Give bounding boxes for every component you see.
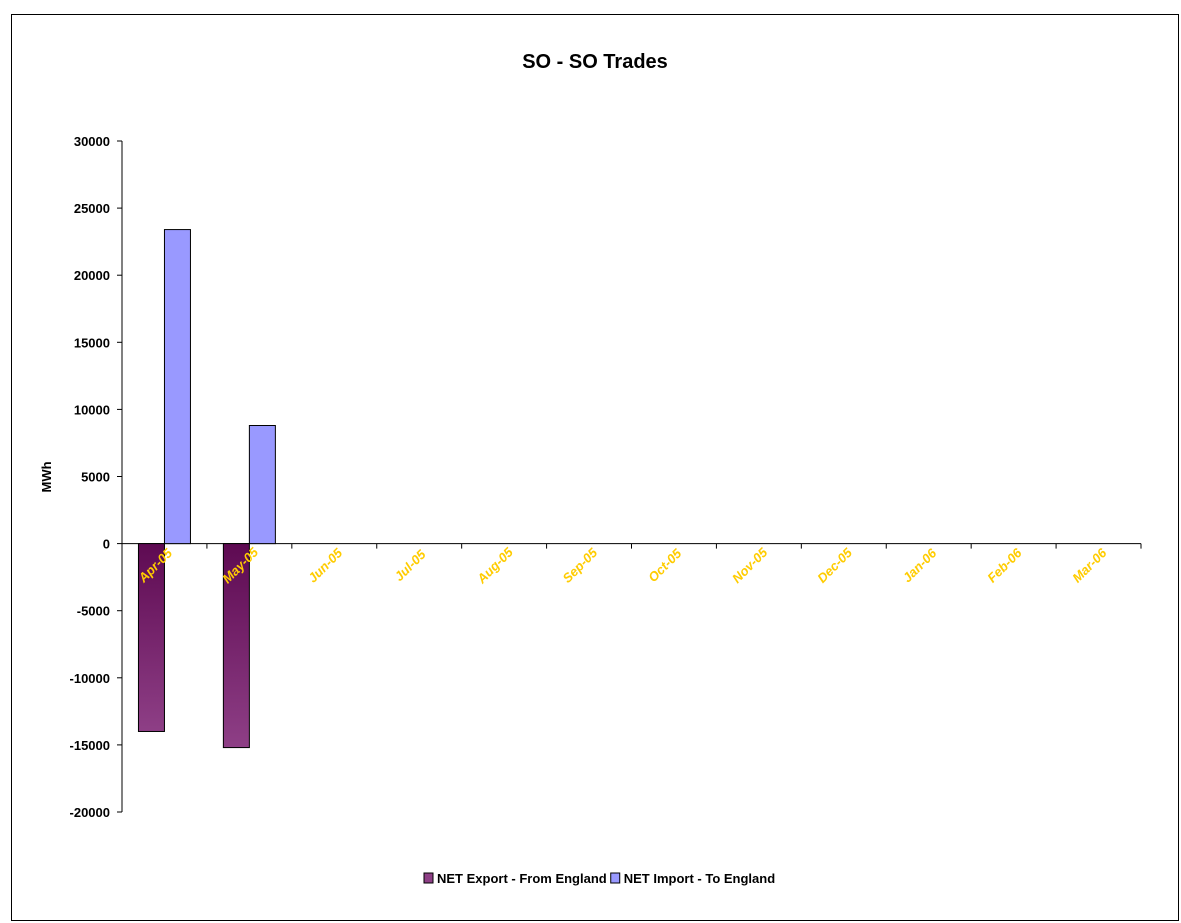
x-tick-label: Nov-05 xyxy=(729,544,771,586)
x-tick-label: Oct-05 xyxy=(645,545,685,585)
bar-export-apr-05 xyxy=(137,543,165,732)
bar-export-may-05 xyxy=(222,543,250,749)
y-tick-label: 25000 xyxy=(74,201,110,216)
x-tick-label: Aug-05 xyxy=(473,544,516,587)
y-tick-label: -5000 xyxy=(77,604,110,619)
legend-label-import: NET Import - To England xyxy=(624,871,775,886)
plot-area: -20000 -15000 -10000 -5000 0 5000 10000 15000 20… xyxy=(70,134,1142,820)
y-tick-label: -15000 xyxy=(70,738,110,753)
x-tick-label: Dec-05 xyxy=(814,544,855,585)
legend-swatch-export xyxy=(423,872,434,884)
y-tick-label: 0 xyxy=(103,537,110,552)
x-tick-label: Mar-06 xyxy=(1069,545,1110,586)
y-tick-label: 15000 xyxy=(74,335,110,350)
x-tick-label: Sep-05 xyxy=(559,545,600,586)
x-tick-label: Feb-06 xyxy=(984,545,1025,586)
chart-title: SO - SO Trades xyxy=(522,51,668,73)
y-tick-label: 5000 xyxy=(81,470,110,485)
bar-import-may-05 xyxy=(248,425,276,545)
bar-import-apr-05 xyxy=(163,229,191,545)
y-tick-label: -10000 xyxy=(70,671,110,686)
legend-label-export: NET Export - From England xyxy=(437,871,607,886)
y-tick-label: 20000 xyxy=(74,268,110,283)
y-tick-label: 10000 xyxy=(74,402,110,417)
x-tick-label: Jun-05 xyxy=(305,545,346,586)
chart-frame xyxy=(11,14,1179,921)
legend-swatch-import xyxy=(610,872,621,884)
y-tick-label: 30000 xyxy=(74,134,110,149)
legend: NET Export - From England NET Import - To… xyxy=(423,871,775,886)
y-axis-label: MWh xyxy=(39,461,54,492)
x-tick-label: Jul-05 xyxy=(391,546,429,584)
y-tick-label: -20000 xyxy=(70,805,110,820)
x-tick-label: Jan-06 xyxy=(900,545,940,585)
